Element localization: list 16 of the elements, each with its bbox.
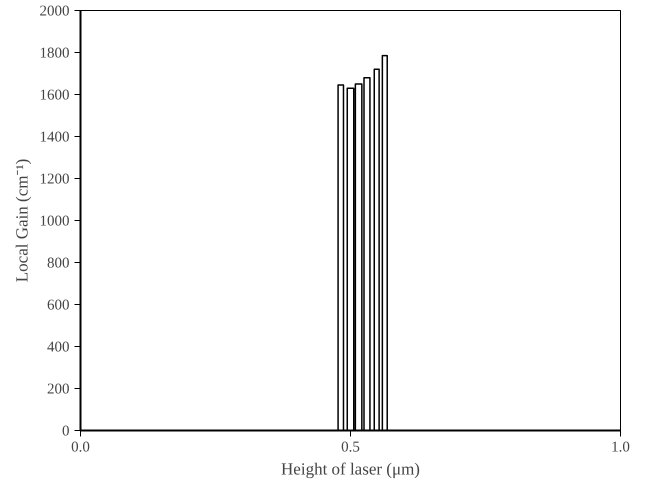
y-tick-label: 1200 [40, 172, 70, 188]
y-tick-label: 800 [47, 256, 70, 272]
y-tick-label: 600 [47, 298, 70, 314]
y-tick-label: 2000 [40, 4, 70, 20]
y-tick-label: 1400 [40, 130, 70, 146]
y-tick-label: 1600 [40, 88, 70, 104]
x-axis-title: Height of laser (μm) [281, 460, 420, 478]
y-axis-title: Local Gain (cm⁻¹) [12, 158, 32, 282]
x-tick-label: 1.0 [611, 440, 630, 456]
y-tick-label: 1800 [40, 46, 70, 62]
y-tick-label: 400 [47, 340, 70, 356]
y-tick-label: 0 [62, 424, 70, 440]
x-tick-label: 0.5 [341, 440, 360, 456]
y-tick-label: 1000 [40, 214, 70, 230]
x-tick-label: 0.0 [71, 440, 90, 456]
y-tick-label: 200 [47, 382, 70, 398]
